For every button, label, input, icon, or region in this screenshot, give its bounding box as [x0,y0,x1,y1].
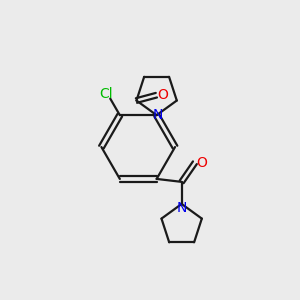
Text: N: N [176,201,187,215]
Text: N: N [153,108,163,122]
Text: O: O [158,88,168,102]
Text: O: O [196,156,207,170]
Text: Cl: Cl [99,87,113,101]
